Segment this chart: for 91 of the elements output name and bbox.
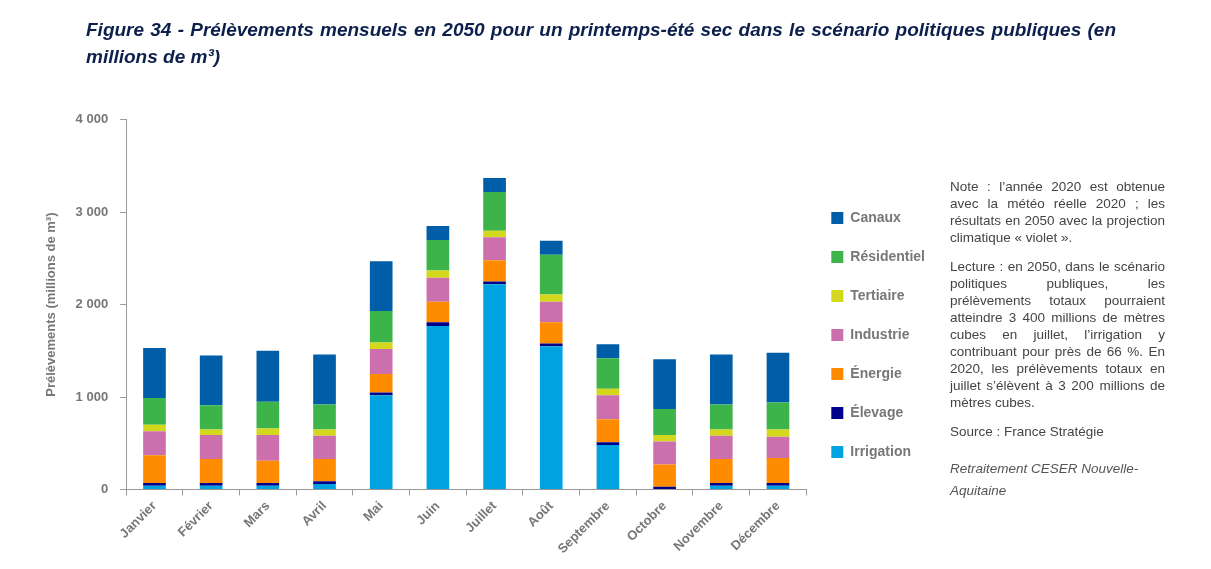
bar [143, 348, 166, 398]
source-note: Source : France Stratégie [950, 423, 1105, 440]
bar [143, 397, 166, 425]
bar [653, 464, 676, 487]
legend-label: Résidentiel [850, 247, 926, 264]
y-tick-label: 3 000 [75, 203, 109, 219]
legend-label: Irrigation [850, 442, 911, 459]
legend-label: Énergie [850, 364, 902, 381]
y-tick-label: 0 [100, 481, 109, 497]
bar [199, 355, 223, 406]
bar [596, 388, 620, 396]
bar [313, 435, 336, 459]
bar [199, 405, 223, 430]
bar [709, 404, 733, 430]
bar [596, 344, 620, 359]
bar [199, 434, 223, 459]
bar [313, 481, 336, 484]
legend-label: Industrie [850, 325, 910, 342]
bar [709, 458, 733, 483]
bar [766, 402, 790, 430]
bar [143, 455, 166, 483]
bar [426, 277, 450, 302]
legend-label: Élevage [850, 403, 904, 420]
bar [766, 458, 790, 483]
x-tick-label: Juin [413, 497, 443, 528]
y-tick-label: 4 000 [75, 111, 109, 127]
bar [766, 352, 790, 403]
legend-label: Tertiaire [850, 286, 905, 303]
bar [766, 429, 790, 437]
bar [256, 428, 280, 435]
text: Lecture : en 2050, dans le scénario politiques publiques, les prélèvements totaux pourraient atteindre 3 400 millions de mètres cubes en juillet, l’irrigation y contribuant pour près de 66 %. En 2020, les prélèvements totaux en juillet s’élèvent à 3 200 millions de mètres cubes. [950, 259, 1165, 410]
bar [369, 392, 393, 396]
bar [539, 322, 563, 344]
bar [709, 435, 733, 459]
text: Note : l’année 2020 est obtenue avec la météo réelle 2020 ; les résultats en 2050 avec la projection climatique « violet ». [950, 178, 1165, 246]
bar [143, 431, 166, 456]
bar [313, 458, 336, 482]
bar [369, 348, 393, 374]
bar [539, 346, 563, 489]
bar [313, 404, 336, 430]
bar [199, 429, 223, 435]
bar [369, 261, 393, 312]
bar [143, 424, 166, 432]
bar [539, 343, 563, 347]
bar [539, 254, 563, 295]
bar [653, 409, 676, 435]
bar [539, 240, 563, 255]
chart-title: Figure 34 - Prélèvements mensuels en 2050 pour un printemps-été sec dans le scénario politiques publiques (en millions de m³) [86, 18, 1116, 69]
bar [426, 226, 450, 240]
bar [653, 441, 676, 465]
bar [653, 359, 676, 410]
bar [709, 429, 733, 436]
bar [483, 191, 506, 231]
text: Retraitement CESER Nouvelle-Aquitaine [950, 460, 1140, 500]
bar [483, 260, 506, 282]
bar [766, 436, 790, 459]
bar [313, 354, 336, 405]
bar [256, 460, 280, 483]
bar [596, 358, 620, 389]
legend-label: Canaux [850, 208, 902, 225]
bar [426, 325, 450, 489]
bar [596, 445, 620, 489]
bar [313, 429, 336, 436]
bar [483, 284, 506, 489]
y-axis-title: Prélèvements (millions de m³) [43, 212, 59, 397]
bar [539, 294, 563, 302]
x-tick-label: Mai [359, 498, 386, 524]
bar [256, 434, 280, 461]
bar [483, 230, 506, 238]
bar [313, 483, 336, 489]
bar [709, 354, 733, 405]
bar [369, 373, 393, 393]
bar [653, 434, 676, 442]
bar [369, 342, 393, 349]
bar [483, 237, 506, 261]
bar [426, 301, 450, 323]
bar [596, 419, 620, 443]
y-tick-label: 2 000 [75, 296, 109, 312]
bar [539, 301, 563, 323]
bar [256, 350, 280, 402]
bar [483, 178, 506, 192]
bar [596, 395, 620, 420]
bar [369, 311, 393, 343]
bar [426, 270, 450, 278]
bar [256, 401, 280, 429]
bar [426, 322, 450, 326]
bar [369, 395, 393, 489]
bar [199, 458, 223, 483]
bar [596, 442, 620, 446]
bar [426, 239, 450, 271]
y-tick-label: 1 000 [75, 388, 109, 404]
